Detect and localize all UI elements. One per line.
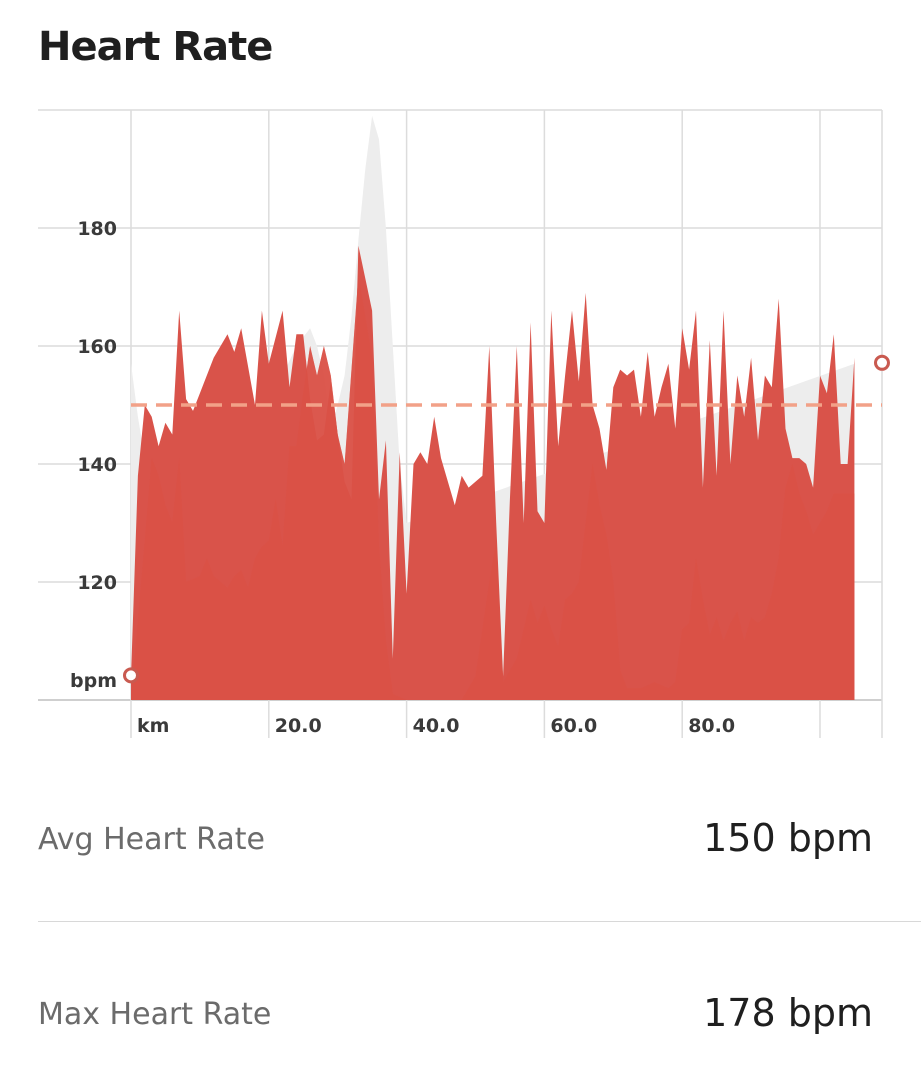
chart-markers (123, 354, 890, 684)
start-marker (123, 667, 139, 684)
avg-heart-rate-row: Avg Heart Rate 150 bpm (38, 808, 873, 868)
chart-areas (131, 115, 882, 700)
end-marker (874, 354, 890, 371)
heart-rate-depth-area (131, 275, 855, 700)
max-heart-rate-label: Max Heart Rate (38, 997, 272, 1032)
x-tick-label: 60.0 (550, 715, 597, 737)
y-tick-label: 120 (77, 572, 117, 594)
avg-heart-rate-value: 150 bpm (703, 816, 873, 860)
heart-rate-chart: 120 140 160 180 bpm km 20.0 40.0 60.0 80.0 (38, 109, 890, 738)
avg-heart-rate-label: Avg Heart Rate (38, 822, 265, 857)
max-heart-rate-row: Max Heart Rate 178 bpm (38, 983, 873, 1043)
x-tick-label: 20.0 (275, 715, 322, 737)
page-title: Heart Rate (38, 24, 273, 70)
y-tick-label: 180 (77, 218, 117, 240)
max-heart-rate-value: 178 bpm (703, 991, 873, 1035)
x-unit-label: km (137, 715, 169, 737)
y-tick-label: 160 (77, 336, 117, 358)
chart-labels: 120 140 160 180 bpm km 20.0 40.0 60.0 80.0 (70, 218, 735, 737)
y-tick-label: 140 (77, 454, 117, 476)
y-unit-label: bpm (70, 670, 117, 692)
x-tick-label: 40.0 (413, 715, 460, 737)
x-tick-label: 80.0 (688, 715, 735, 737)
stat-divider (38, 921, 921, 922)
